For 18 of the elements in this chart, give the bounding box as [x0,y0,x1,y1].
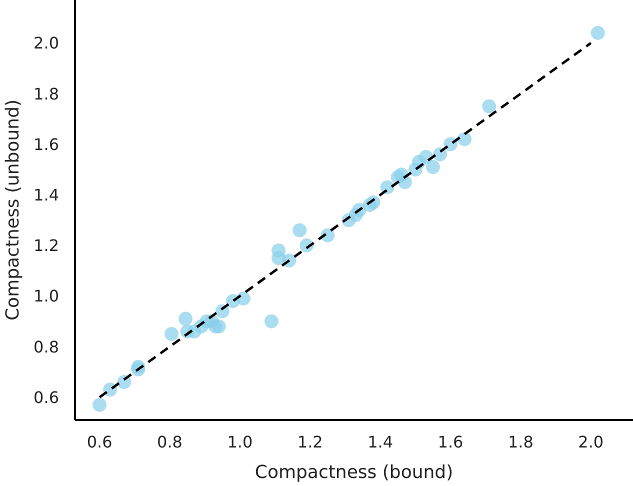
y-tick-label: 0.8 [34,337,59,356]
x-tick-label: 1.4 [368,432,394,452]
y-tick-label: 1.0 [34,286,59,306]
y-tick-label: 1.8 [34,84,59,104]
x-axis-title: Compactness (bound) [254,462,454,483]
y-tick-label: 2.0 [34,34,59,53]
x-tick-label: 0.6 [86,432,112,452]
y-tick-label: 1.6 [34,134,59,154]
x-tick-label: 1.8 [508,432,534,452]
x-tick-label: 2.0 [578,432,604,452]
x-tick-label: 1.2 [297,432,323,452]
x-tick-label: 1.0 [227,432,253,452]
x-tick-label: 0.8 [157,432,182,452]
y-tick-label: 0.6 [34,388,59,407]
x-tick-label: 1.6 [438,432,464,452]
y-tick-label: 1.2 [34,236,59,256]
y-axis-title: Compactness (unbound) [2,99,24,321]
y-tick-label: 1.4 [34,186,59,204]
